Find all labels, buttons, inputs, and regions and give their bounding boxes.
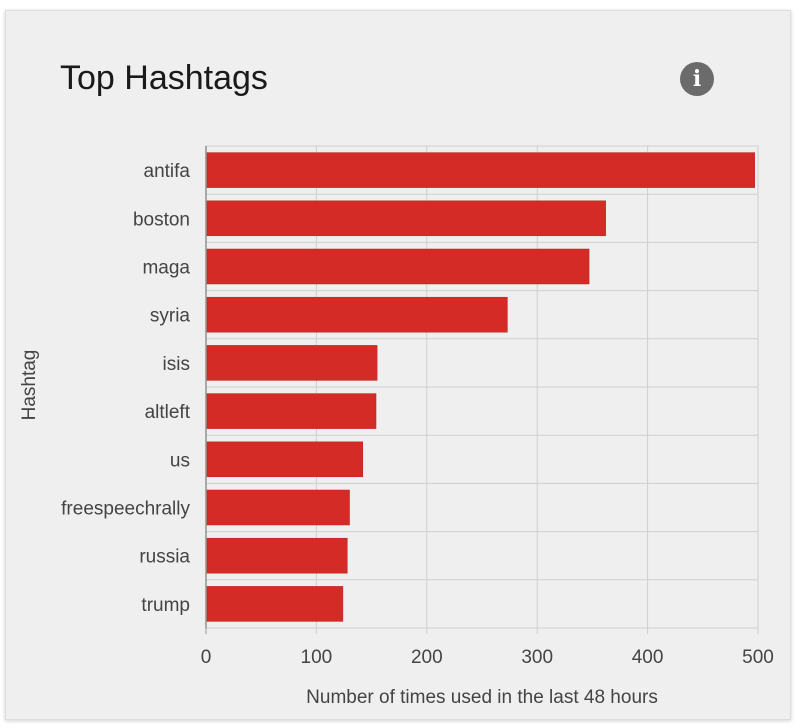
x-tick-label: 300 — [521, 647, 553, 668]
y-axis-title: Hashtag — [19, 350, 40, 421]
category-label: maga — [142, 258, 190, 279]
bar-boston[interactable] — [206, 200, 606, 237]
bar-russia[interactable] — [206, 537, 348, 574]
category-label: russia — [139, 547, 190, 568]
category-label: freespeechrally — [61, 499, 190, 520]
bar-maga[interactable] — [206, 248, 590, 285]
bar-antifa[interactable] — [206, 152, 755, 188]
bar-freespeechrally[interactable] — [206, 489, 350, 526]
x-tick-label: 100 — [301, 647, 333, 668]
info-icon[interactable]: i — [680, 62, 714, 96]
category-label: boston — [133, 209, 190, 230]
category-label: altleft — [145, 402, 191, 423]
bar-isis[interactable] — [206, 345, 378, 381]
bars — [206, 152, 755, 622]
x-tick-label: 500 — [742, 647, 774, 668]
x-tick-label: 200 — [411, 647, 443, 668]
x-tick-label: 0 — [201, 647, 212, 668]
info-glyph: i — [692, 66, 702, 92]
bar-altleft[interactable] — [206, 393, 377, 429]
x-tick-labels: 0 100 200 300 400 500 — [201, 647, 774, 668]
category-labels: antifa boston maga syria isis altleft us freesp… — [61, 161, 191, 616]
category-label: us — [170, 450, 190, 471]
category-label: syria — [150, 306, 191, 327]
chart-card: Top Hashtags i — [5, 10, 791, 720]
bar-syria[interactable] — [206, 296, 508, 333]
category-label: isis — [163, 354, 190, 375]
chart-title: Top Hashtags — [60, 59, 268, 97]
bar-us[interactable] — [206, 441, 364, 478]
x-axis-title: Number of times used in the last 48 hour… — [306, 687, 658, 708]
x-tick-label: 400 — [632, 647, 664, 668]
category-label: trump — [141, 595, 190, 616]
bar-trump[interactable] — [206, 586, 344, 622]
category-label: antifa — [144, 161, 191, 182]
